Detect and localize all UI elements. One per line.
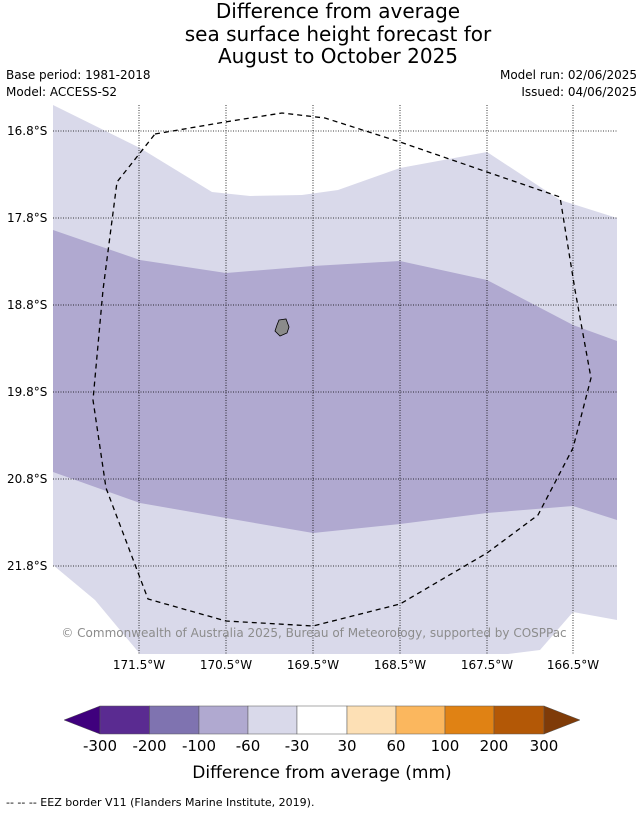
colorbar-segment: [346, 705, 397, 735]
colorbar-segment: [198, 705, 249, 735]
colorbar-tick: -300: [83, 737, 117, 755]
issued-date: Issued: 04/06/2025: [521, 85, 637, 99]
eez-footnote: -- -- -- EEZ border V11 (Flanders Marine…: [6, 796, 315, 809]
lon-labels: 171.5°W 170.5°W 169.5°W 168.5°W 167.5°W …: [113, 658, 599, 672]
colorbar-tick: 300: [530, 737, 559, 755]
colorbar-segment: [149, 705, 200, 735]
lon-label: 166.5°W: [547, 658, 599, 672]
colorbar-segment: [99, 705, 150, 735]
colorbar-extend-high: [543, 705, 581, 735]
lat-label: 21.8°S: [7, 559, 47, 573]
colorbar-tick: -100: [182, 737, 216, 755]
lat-label: 16.8°S: [7, 124, 47, 138]
lat-labels: 16.8°S 17.8°S 18.8°S 19.8°S 20.8°S 21.8°…: [7, 124, 47, 573]
colorbar-segment: [444, 705, 495, 735]
title-line-1: Difference from average: [215, 0, 461, 23]
colorbar: [63, 705, 581, 735]
colorbar-segment: [247, 705, 298, 735]
graticule: [53, 105, 617, 654]
title-line-2: sea surface height forecast for: [184, 21, 492, 46]
title-line-3: August to October 2025: [217, 44, 459, 68]
colorbar-tick: 30: [337, 737, 356, 755]
map-area: [53, 105, 617, 654]
colorbar-tick: 200: [480, 737, 509, 755]
lon-label: 167.5°W: [461, 658, 513, 672]
colorbar-segment: [296, 705, 348, 735]
lat-label: 18.8°S: [7, 298, 47, 312]
colorbar-segment: [493, 705, 545, 735]
colorbar-ticks: -300 -200 -100 -60 -30 30 60 100 200 300: [83, 737, 558, 755]
model-run: Model run: 02/06/2025: [499, 68, 637, 82]
colorbar-segment: [395, 705, 446, 735]
colorbar-tick: -60: [236, 737, 261, 755]
model-name: Model: ACCESS-S2: [6, 85, 118, 99]
eez-border: [92, 112, 592, 627]
lon-label: 168.5°W: [374, 658, 426, 672]
anomaly-band-mid: [53, 230, 617, 533]
colorbar-tick: -30: [285, 737, 310, 755]
lat-label: 17.8°S: [7, 211, 47, 225]
lon-label: 171.5°W: [113, 658, 165, 672]
meta-right: Model run: 02/06/2025 Issued: 04/06/2025: [500, 67, 637, 101]
meta-left: Base period: 1981-2018 Model: ACCESS-S2: [6, 67, 151, 101]
colorbar-label: Difference from average (mm): [192, 763, 451, 783]
map-title: Difference from average sea surface heig…: [0, 0, 644, 68]
colorbar-tick: 100: [431, 737, 460, 755]
copyright-credit: © Commonwealth of Australia 2025, Bureau…: [61, 626, 566, 640]
lat-label: 19.8°S: [7, 385, 47, 399]
island-shape: [274, 318, 290, 337]
colorbar-tick: 60: [386, 737, 405, 755]
base-period: Base period: 1981-2018: [6, 68, 151, 82]
lon-label: 170.5°W: [200, 658, 252, 672]
lat-label: 20.8°S: [7, 472, 47, 486]
lon-label: 169.5°W: [287, 658, 339, 672]
colorbar-extend-low: [63, 705, 101, 735]
colorbar-tick: -200: [132, 737, 166, 755]
